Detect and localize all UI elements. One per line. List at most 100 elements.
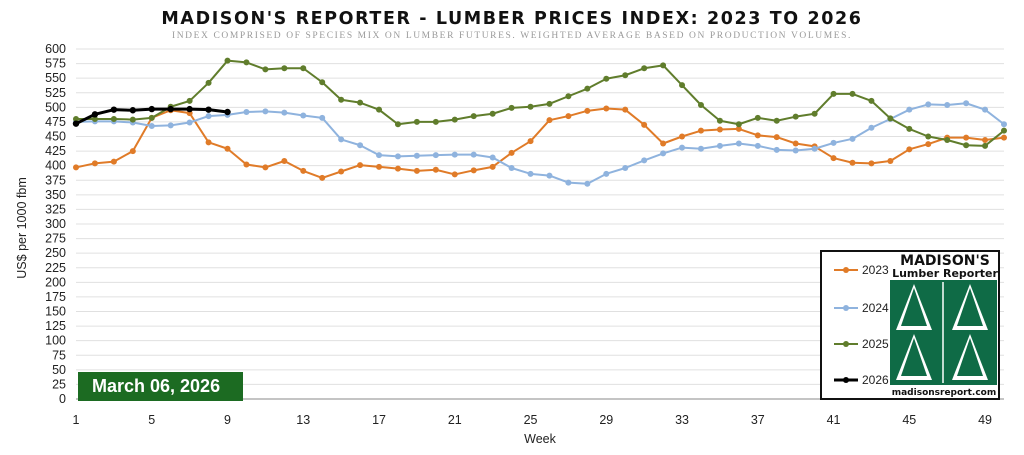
legend-label-2023: 2023 (862, 263, 889, 277)
data-point (110, 158, 117, 165)
data-point (546, 100, 553, 107)
data-point (300, 65, 307, 72)
data-point (982, 137, 989, 143)
data-point (394, 165, 401, 172)
data-point (546, 117, 553, 124)
data-point (432, 118, 439, 125)
data-point (849, 159, 856, 166)
data-point (925, 101, 932, 108)
y-axis-ticks: 0255075100125150175200225250275300325350… (45, 42, 66, 406)
data-point (773, 146, 780, 153)
data-point (205, 106, 212, 113)
data-point (792, 113, 799, 120)
data-point (262, 108, 269, 115)
data-point (716, 142, 723, 149)
data-point (906, 106, 913, 113)
data-point (451, 151, 458, 158)
data-point (527, 103, 534, 110)
data-point (432, 152, 439, 159)
data-point (148, 105, 155, 113)
data-point (697, 127, 704, 134)
data-point (754, 132, 761, 139)
data-point (357, 99, 364, 106)
data-point (91, 111, 99, 118)
data-point (262, 66, 269, 73)
data-point (376, 106, 383, 113)
data-point (376, 163, 383, 170)
legend-marker (843, 267, 849, 273)
data-point (584, 85, 591, 92)
data-point (565, 113, 572, 120)
y-tick-label: 175 (45, 290, 66, 304)
data-point (716, 126, 723, 133)
x-tick-label: 13 (296, 413, 310, 427)
data-point (243, 59, 250, 66)
legend-marker (843, 305, 849, 311)
data-point (129, 107, 137, 114)
y-tick-label: 225 (45, 261, 66, 275)
data-point (830, 90, 837, 97)
y-tick-label: 100 (45, 334, 66, 348)
y-tick-label: 400 (45, 159, 66, 173)
data-point (982, 106, 989, 113)
data-point (451, 116, 458, 123)
data-point (91, 160, 98, 167)
x-tick-label: 25 (524, 413, 538, 427)
series-lines (72, 57, 1007, 187)
data-point (432, 166, 439, 173)
data-point (129, 116, 136, 123)
series-line-2024 (75, 102, 1005, 185)
data-point (622, 106, 629, 113)
series-2025 (73, 57, 1007, 149)
series-2026 (72, 105, 231, 127)
data-point (319, 79, 326, 86)
grid-lines (76, 48, 1004, 400)
data-point (546, 172, 553, 179)
data-point (129, 148, 136, 155)
data-point (262, 164, 269, 171)
y-tick-label: 75 (52, 348, 66, 362)
data-point (622, 165, 629, 171)
data-point (72, 120, 80, 127)
data-point (338, 136, 345, 143)
data-point (527, 170, 534, 177)
data-point (110, 106, 118, 113)
data-point (489, 163, 496, 170)
y-tick-label: 325 (45, 202, 66, 216)
data-point (963, 100, 970, 107)
data-point (205, 79, 212, 86)
data-point (73, 164, 79, 171)
logo-line1: MADISON'S (900, 253, 990, 269)
madisons-logo: MADISON'S Lumber Reporter madisonsreport… (890, 253, 998, 398)
y-tick-label: 275 (45, 232, 66, 246)
data-point (281, 65, 288, 72)
x-tick-label: 37 (751, 413, 765, 427)
data-point (186, 97, 193, 104)
data-point (584, 180, 591, 187)
data-point (110, 116, 117, 122)
date-badge: March 06, 2026 (78, 372, 243, 401)
data-point (792, 147, 799, 154)
x-tick-label: 45 (902, 413, 916, 427)
y-tick-label: 125 (45, 319, 66, 333)
data-point (357, 142, 364, 149)
data-point (773, 134, 780, 141)
y-tick-label: 575 (45, 57, 66, 71)
data-point (394, 153, 401, 160)
chart-subtitle: INDEX COMPRISED OF SPECIES MIX ON LUMBER… (171, 31, 853, 41)
data-point (944, 137, 951, 143)
logo-url: madisonsreport.com (892, 388, 997, 398)
data-point (205, 113, 212, 120)
data-point (527, 138, 534, 145)
y-tick-label: 475 (45, 115, 66, 129)
y-tick-label: 300 (45, 217, 66, 231)
data-point (641, 65, 648, 72)
y-tick-label: 150 (45, 305, 66, 319)
data-point (489, 154, 496, 161)
data-point (982, 142, 989, 149)
data-point (622, 72, 629, 79)
data-point (413, 167, 420, 174)
data-point (148, 114, 155, 121)
data-point (679, 144, 686, 151)
y-tick-label: 200 (45, 275, 66, 289)
